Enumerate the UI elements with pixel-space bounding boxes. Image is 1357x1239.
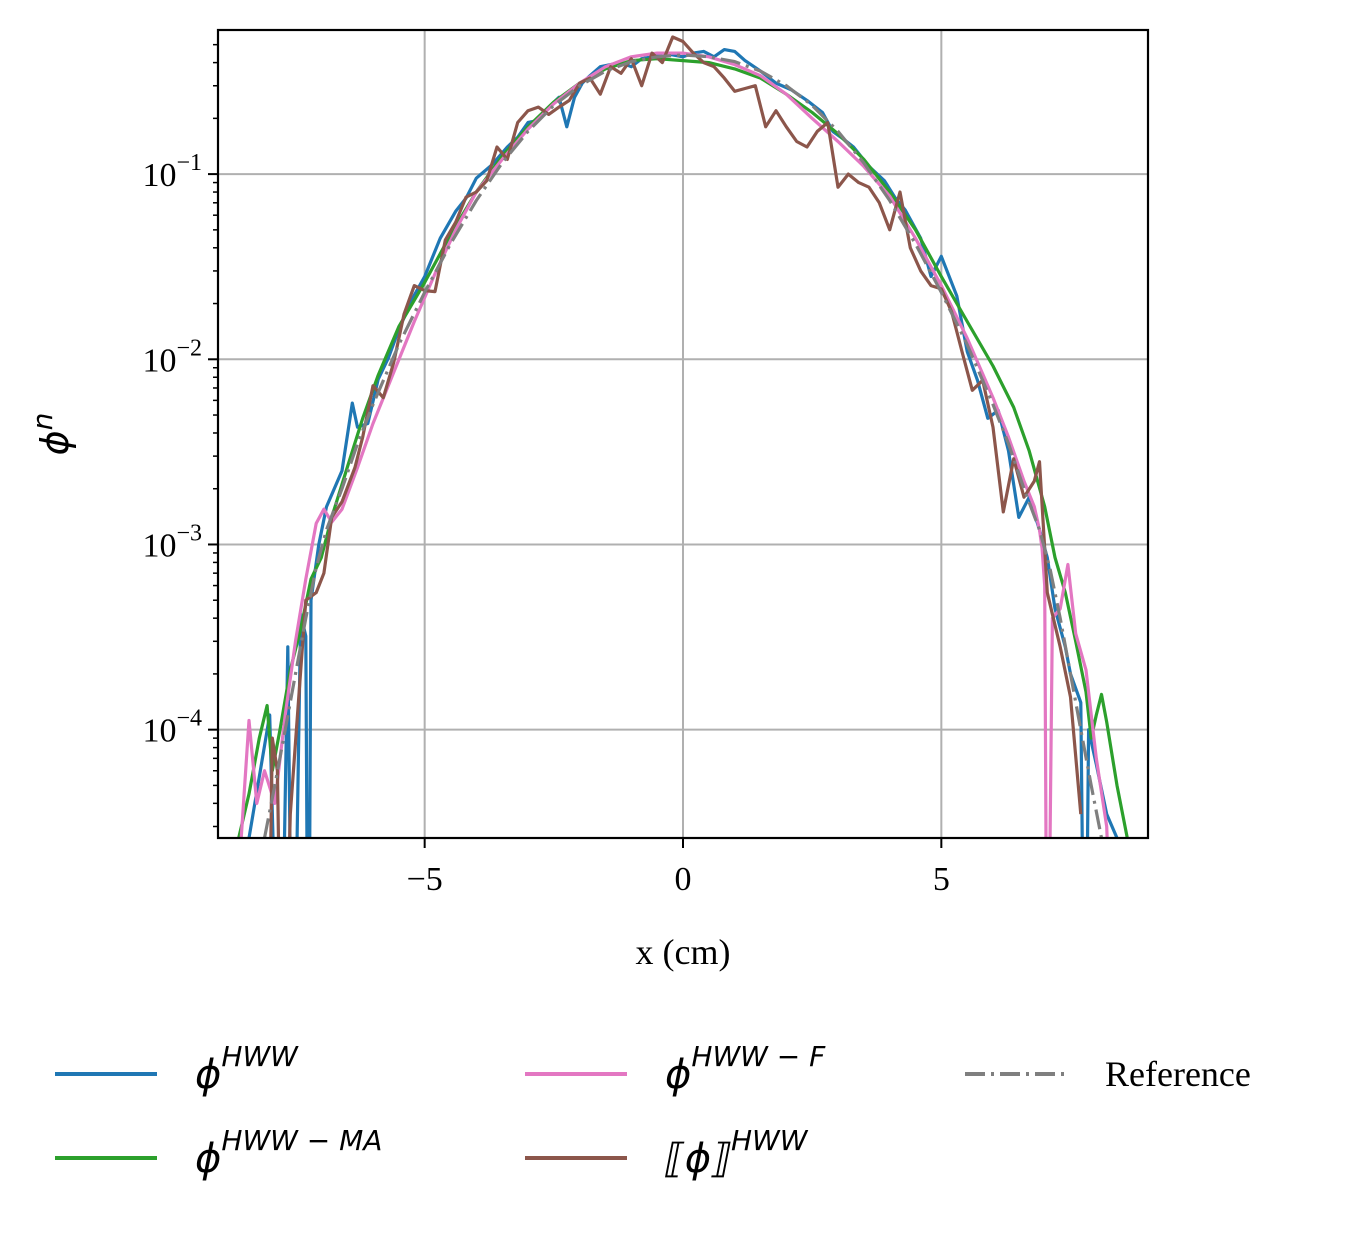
legend-label-base: ϕ [195,1136,221,1182]
series-line-hww_f [239,51,1109,838]
legend-label-sup: HWW − MA [221,1124,382,1157]
series-line-hww_ma [237,57,1129,838]
legend-label-reference: Reference [1105,1054,1251,1094]
series-line-hww_avg [264,35,1083,838]
y-tick-label-exp: −3 [176,520,202,546]
legend-label-base: ϕ [665,1052,691,1098]
x-axis-title: x (cm) [636,932,731,972]
legend-label-base: ϕ [195,1052,221,1098]
series-line-reference [262,53,1104,838]
grid [218,30,1148,838]
legend-label-sup: HWW [731,1124,809,1157]
y-tick-label-base: 10 [142,157,176,194]
ticks [208,43,943,848]
legend-label-base: ⟦ϕ⟧ [664,1136,731,1182]
legend-label-sup: HWW − F [691,1040,826,1073]
series-layer [237,35,1129,838]
y-tick-label-exp: −2 [176,335,202,361]
y-tick-label: 10−1 [142,150,202,194]
legend-label-hww: ϕHWW [195,1040,299,1098]
legend-label-hww_avg: ⟦ϕ⟧HWW [664,1124,809,1182]
y-tick-label-exp: −1 [176,150,202,176]
y-tick-label: 10−2 [142,335,202,379]
x-tick-label: 0 [675,861,692,898]
legend-label-hww_ma: ϕHWW − MA [195,1124,382,1182]
y-tick-label: 10−3 [142,520,202,564]
x-tick-label: 5 [933,861,950,898]
x-tick-label: −5 [407,861,443,898]
y-axis-title: ϕn [26,413,77,456]
tick-labels: −5 0 510−410−310−210−1 [142,150,949,898]
y-tick-label: 10−4 [142,706,202,750]
y-axis-title-sup: n [26,413,59,431]
y-tick-label-exp: −4 [176,706,202,732]
y-tick-label-base: 10 [142,713,176,750]
y-tick-label-base: 10 [142,342,176,379]
y-axis-title-base: ϕ [33,430,77,455]
legend-label-sup: HWW [221,1040,299,1073]
legend-label-hww_f: ϕHWW − F [665,1040,826,1098]
svg-text:ϕn: ϕn [26,413,77,456]
y-tick-label-base: 10 [142,527,176,564]
